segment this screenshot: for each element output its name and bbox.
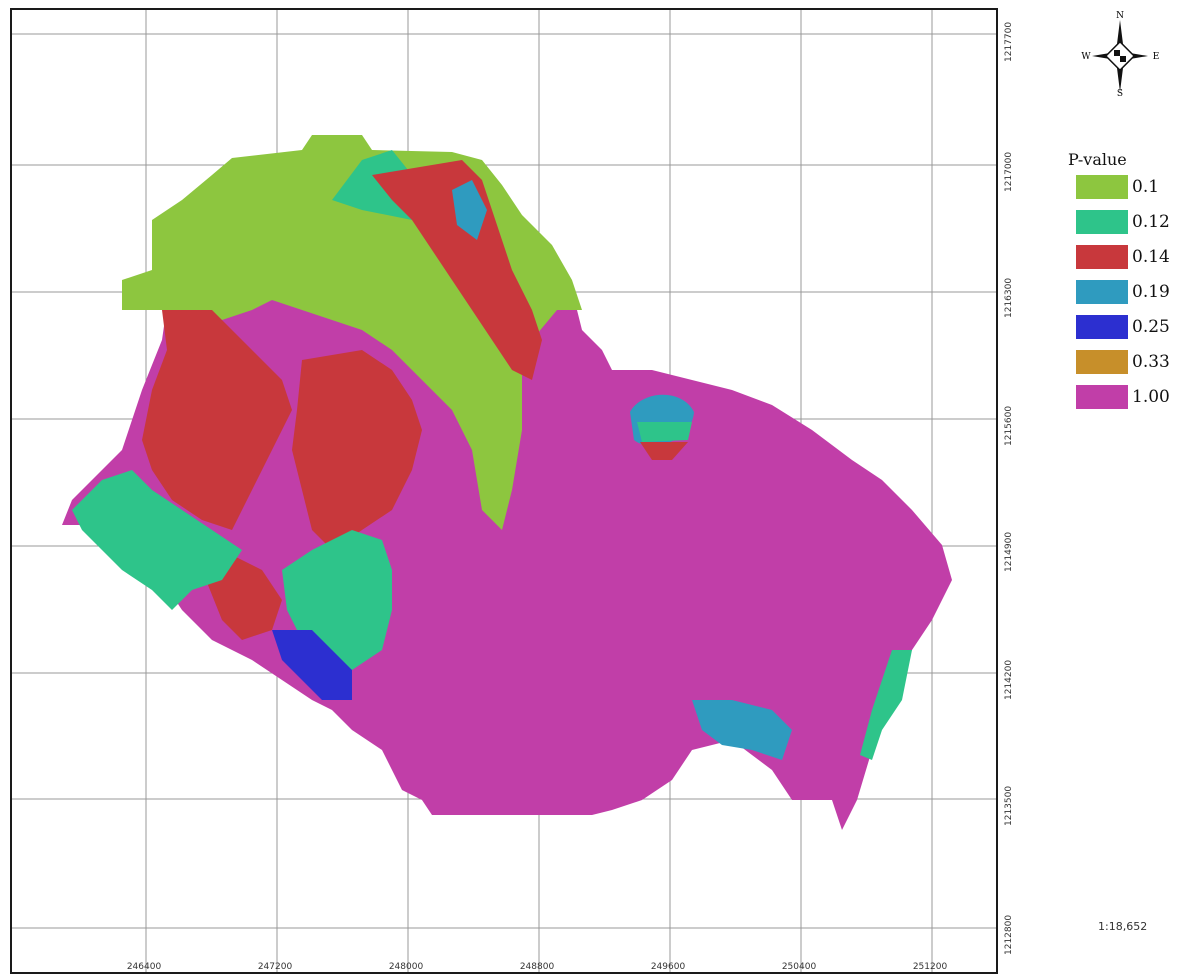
region-p019-south (692, 700, 792, 760)
map-frame (10, 8, 998, 974)
x-tick-label: 246400 (126, 962, 162, 972)
legend-item: 1.00 (1076, 384, 1170, 410)
region-p014-center (292, 350, 422, 550)
legend-label: 0.12 (1132, 212, 1170, 232)
north-arrow-icon: N S W E (1070, 6, 1170, 99)
x-tick-label: 247200 (257, 962, 293, 972)
y-tick-label: 1216300 (1004, 277, 1014, 318)
y-tick-label: 1214900 (1004, 531, 1014, 572)
legend-label: 0.33 (1132, 352, 1170, 372)
region-p019-ne (452, 180, 487, 240)
compass-n-label: N (1116, 11, 1124, 21)
legend-item: 0.25 (1076, 314, 1170, 340)
scale-label: 1:18,652 (1098, 920, 1148, 933)
legend-swatch (1076, 210, 1128, 234)
legend-swatch (1076, 350, 1128, 374)
legend-swatch (1076, 315, 1128, 339)
region-p012-island (637, 422, 692, 442)
legend-label: 0.19 (1132, 282, 1170, 302)
region-p012-west (72, 470, 242, 610)
y-tick-label: 1217700 (1004, 21, 1014, 62)
legend-label: 0.14 (1132, 247, 1170, 267)
y-tick-label: 1215600 (1004, 405, 1014, 446)
compass-s-label: S (1117, 89, 1123, 96)
region-p025 (272, 630, 352, 700)
x-tick-label: 250400 (781, 962, 817, 972)
legend-item: 0.33 (1076, 349, 1170, 375)
y-tick-label: 1214200 (1004, 659, 1014, 700)
legend-title: P-value (1068, 150, 1127, 169)
legend-label: 0.25 (1132, 317, 1170, 337)
y-tick-label: 1212800 (1004, 914, 1014, 955)
legend-label: 0.1 (1132, 177, 1160, 197)
region-p100 (62, 230, 952, 830)
x-tick-label: 248000 (388, 962, 424, 972)
compass-w-label: W (1081, 52, 1091, 62)
legend-item: 0.1 (1076, 174, 1159, 200)
legend-label: 1.00 (1132, 387, 1170, 407)
legend-item: 0.19 (1076, 279, 1170, 305)
y-tick-label: 1213500 (1004, 785, 1014, 826)
compass-e-label: E (1153, 52, 1160, 62)
legend-item: 0.12 (1076, 209, 1170, 235)
legend-swatch (1076, 175, 1128, 199)
x-tick-label: 251200 (912, 962, 948, 972)
legend-swatch (1076, 385, 1128, 409)
x-tick-label: 248800 (519, 962, 555, 972)
legend-swatch (1076, 280, 1128, 304)
legend-swatch (1076, 245, 1128, 269)
region-p014-ne (372, 160, 542, 380)
region-p014-island (640, 442, 688, 460)
map-canvas[interactable] (12, 10, 996, 972)
region-p012-southedge (860, 650, 912, 760)
x-tick-label: 249600 (650, 962, 686, 972)
y-tick-label: 1217000 (1004, 151, 1014, 192)
legend-item: 0.14 (1076, 244, 1170, 270)
region-p014-west (142, 310, 292, 530)
